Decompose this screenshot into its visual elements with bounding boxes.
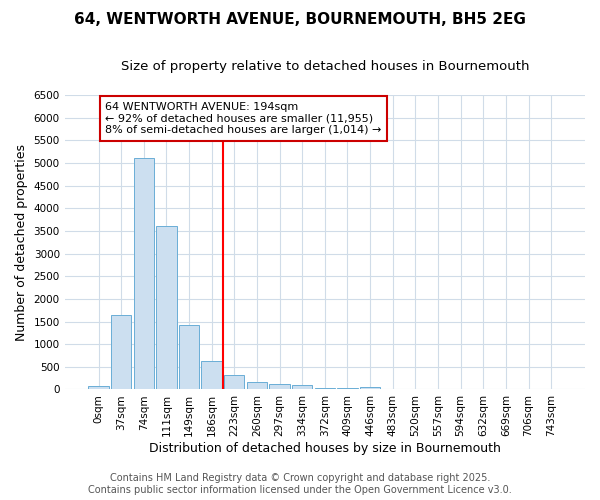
Bar [156,226,176,390]
Bar [360,387,380,390]
Bar [111,314,131,390]
Bar [292,385,313,390]
Bar [269,384,290,390]
Text: 64, WENTWORTH AVENUE, BOURNEMOUTH, BH5 2EG: 64, WENTWORTH AVENUE, BOURNEMOUTH, BH5 2… [74,12,526,28]
Bar [247,382,267,390]
Text: Contains HM Land Registry data © Crown copyright and database right 2025.
Contai: Contains HM Land Registry data © Crown c… [88,474,512,495]
Bar [88,386,109,390]
X-axis label: Distribution of detached houses by size in Bournemouth: Distribution of detached houses by size … [149,442,501,455]
Bar [337,388,358,390]
Bar [134,158,154,390]
Title: Size of property relative to detached houses in Bournemouth: Size of property relative to detached ho… [121,60,529,73]
Bar [179,324,199,390]
Bar [314,388,335,390]
Y-axis label: Number of detached properties: Number of detached properties [15,144,28,340]
Bar [224,376,244,390]
Bar [202,362,222,390]
Text: 64 WENTWORTH AVENUE: 194sqm
← 92% of detached houses are smaller (11,955)
8% of : 64 WENTWORTH AVENUE: 194sqm ← 92% of det… [105,102,382,135]
